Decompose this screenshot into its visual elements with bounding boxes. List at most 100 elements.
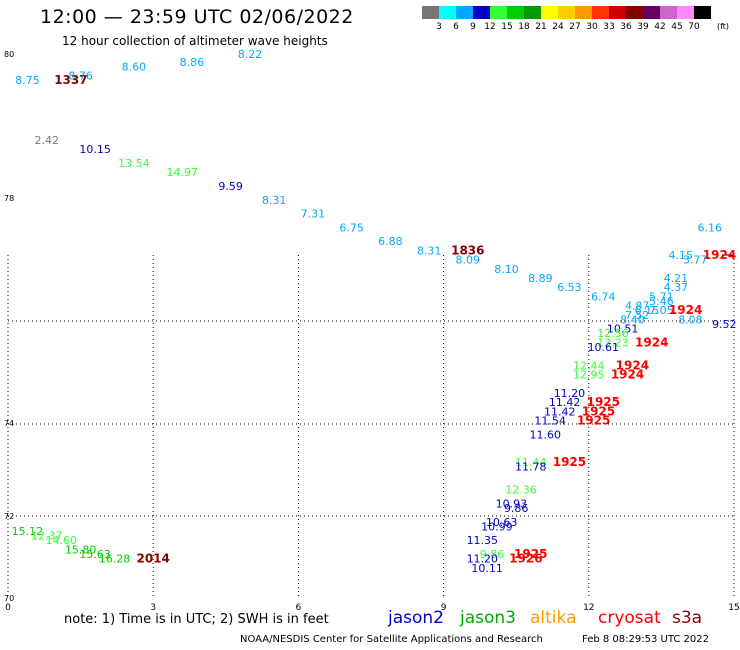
colorbar-label: 21 [535, 22, 546, 32]
wave-height-label: 11.44 [515, 456, 547, 469]
wave-height-label: 4.37 [664, 281, 689, 294]
wave-height-label: 9.86 [504, 502, 529, 515]
colorbar-label: 9 [470, 22, 476, 32]
wave-height-label: 11.20 [554, 387, 586, 400]
wave-height-label: 12.37 [31, 530, 63, 543]
chart-subtitle: 12 hour collection of altimeter wave hei… [62, 34, 328, 48]
colorbar-label: 24 [552, 22, 564, 32]
wave-height-label: 8.75 [15, 74, 40, 87]
legend-jason3: jason3 [460, 608, 516, 628]
wave-height-label: 1924 [635, 335, 668, 349]
wave-height-label: 16.28 [99, 553, 131, 566]
wave-height-label: 15.63 [79, 548, 111, 561]
wave-height-label: 12.36 [505, 484, 537, 497]
x-tick-label: 3 [150, 603, 156, 613]
colorbar-label: 39 [637, 22, 649, 32]
wave-height-label: 11.35 [467, 534, 499, 547]
wave-height-label: 7.52 [625, 309, 650, 322]
wave-height-label: 1924 [703, 248, 736, 262]
wave-height-label: 8.22 [238, 48, 263, 61]
wave-height-label: 6.88 [378, 235, 403, 248]
wave-height-label: 5.71 [649, 290, 674, 303]
footer-note: note: 1) Time is in UTC; 2) SWH is in fe… [64, 612, 329, 627]
wave-height-label: 11.20 [467, 553, 499, 566]
wave-height-label: 7.05 [649, 304, 674, 317]
wave-height-label: 4.87 [625, 300, 650, 313]
wave-height-label: 1337 [54, 73, 87, 87]
wave-height-label: 10.11 [471, 562, 503, 575]
wave-height-label: 11.78 [515, 461, 547, 474]
y-tick-label: 74 [4, 419, 14, 428]
colorbar-label: 18 [518, 22, 530, 32]
wave-height-label: 8.31 [262, 194, 287, 207]
wave-height-label: 8.86 [180, 56, 205, 69]
y-tick-label: 70 [4, 594, 14, 603]
colorbar-swatch [473, 6, 490, 19]
wave-height-label: 1925 [577, 414, 610, 428]
wave-height-label: 6.53 [557, 281, 582, 294]
wave-height-label: 8.08 [678, 313, 703, 326]
colorbar-label: 27 [569, 22, 580, 32]
wave-height-label: 8.89 [528, 272, 553, 285]
colorbar-swatch [677, 6, 694, 19]
axes: 0 3 6 9 12 15 80 78 74 72 70 [4, 50, 740, 613]
colorbar-swatch [558, 6, 575, 19]
colorbar-label: 70 [688, 22, 700, 32]
wave-height-label: 11.42 [549, 396, 581, 409]
colorbar-swatch [456, 6, 473, 19]
colorbar-swatch [626, 6, 643, 19]
wave-height-label: 8.40 [620, 313, 645, 326]
wave-height-label: 8.76 [68, 70, 93, 83]
colorbar-unit: (ft) [717, 22, 730, 31]
wave-height-label: 14.60 [45, 534, 77, 547]
colorbar-swatch [694, 6, 711, 19]
wave-height-label: 10.61 [588, 341, 620, 354]
wave-height-label: 1925 [514, 547, 547, 561]
colorbar-label: 3 [436, 22, 442, 32]
x-tick-label: 12 [583, 603, 594, 613]
wave-height-label: 8.10 [494, 263, 519, 276]
colorbar-swatch [507, 6, 524, 19]
wave-height-label: 9.86 [480, 548, 505, 561]
wave-height-label: 1925 [587, 395, 620, 409]
wave-height-label: 7.31 [301, 208, 326, 221]
wave-height-label: 8.31 [417, 244, 442, 257]
wave-height-label: 11.60 [529, 428, 561, 441]
y-tick-label: 78 [4, 194, 14, 203]
colorbar-label: 33 [603, 22, 614, 32]
wave-height-label: 11.42 [544, 405, 576, 418]
x-tick-label: 6 [296, 603, 302, 613]
colorbar-label: 45 [671, 22, 682, 32]
wave-height-label: 14.97 [166, 166, 198, 179]
legend-altika: altika [530, 608, 577, 628]
wave-height-label: 10.63 [486, 516, 518, 529]
colorbar-label: 12 [484, 22, 495, 32]
legend-jason2: jason2 [388, 608, 444, 628]
wave-height-label: 6.74 [591, 290, 616, 303]
wave-height-label: 9.59 [218, 180, 243, 193]
wave-height-label: 13.23 [597, 336, 629, 349]
wave-height-label: 2014 [136, 552, 169, 566]
colorbar-label: 36 [620, 22, 632, 32]
wave-height-label: 5.46 [649, 295, 674, 308]
wave-height-label: 1924 [611, 368, 644, 382]
colorbar-label: 15 [501, 22, 512, 32]
colorbar-swatch [660, 6, 677, 19]
legend-s3a: s3a [672, 608, 703, 628]
wave-height-label: 10.51 [607, 323, 639, 336]
legend-cryosat: cryosat [598, 608, 661, 628]
wave-height-label: 10.99 [481, 520, 513, 533]
colorbar-swatch [643, 6, 660, 19]
wave-height-label: 12.56 [597, 327, 629, 340]
x-tick-label: 15 [728, 603, 739, 613]
wave-height-label: 11.54 [534, 415, 566, 428]
wave-height-label: 10.93 [496, 497, 528, 510]
wave-height-label: 1924 [669, 303, 702, 317]
colorbar-swatch [490, 6, 507, 19]
colorbar-swatch [439, 6, 456, 19]
wave-height-label: 12.44 [573, 359, 605, 372]
colorbar-label: 42 [654, 22, 665, 32]
wave-height-label: 1925 [553, 455, 586, 469]
colorbar-swatch [422, 6, 439, 19]
